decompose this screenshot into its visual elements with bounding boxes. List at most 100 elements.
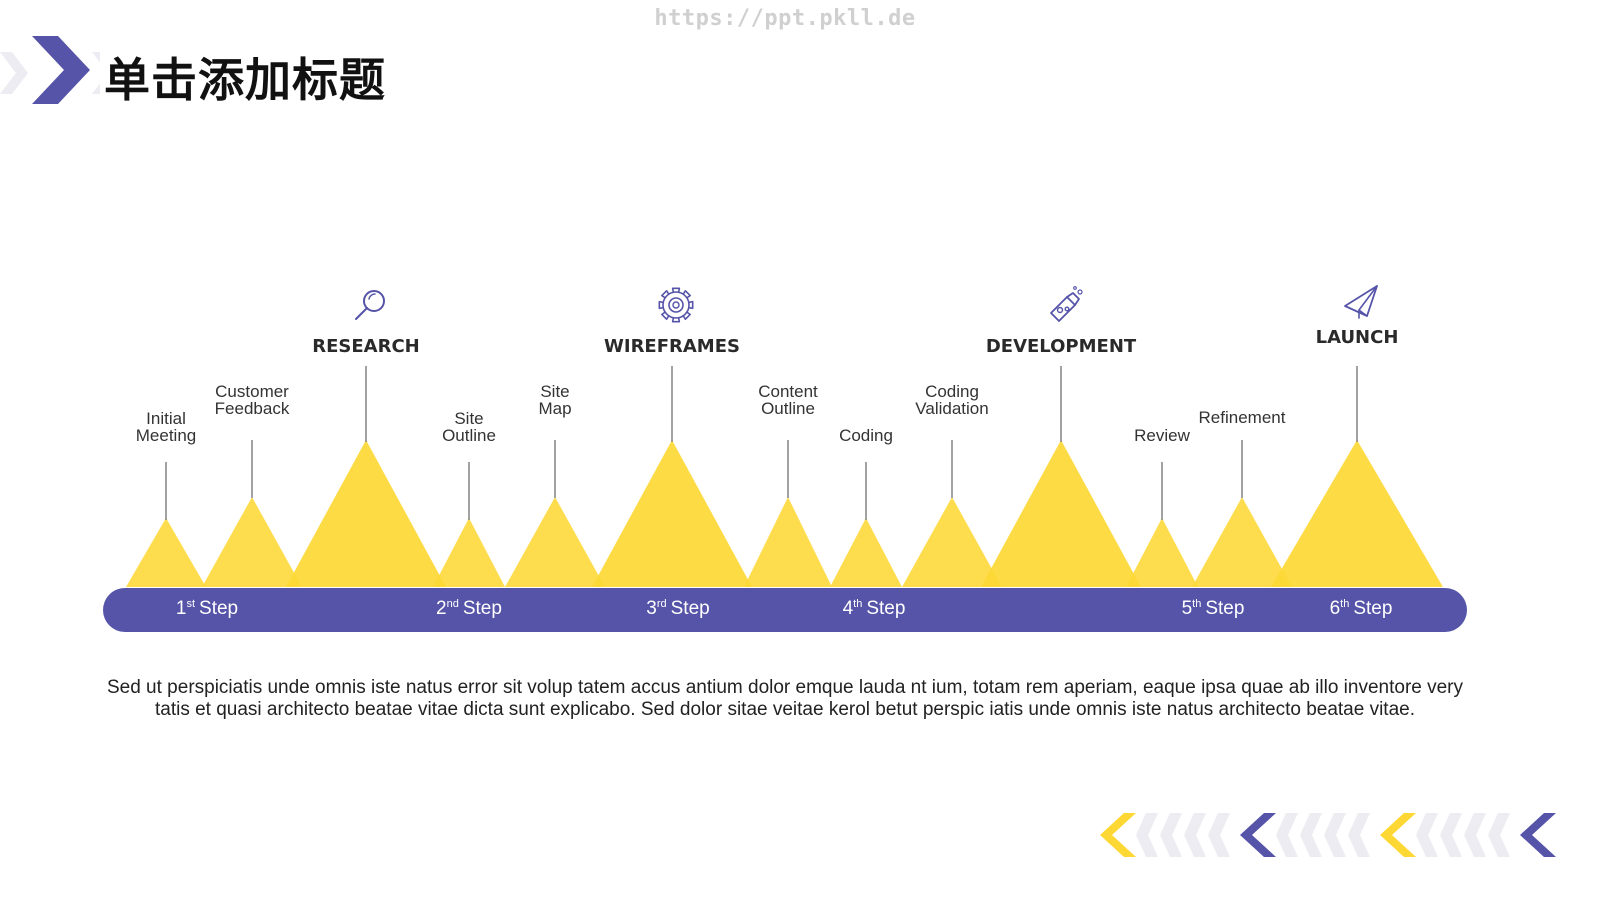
step-ordinal: th <box>1340 598 1349 610</box>
task-label-line: Initial <box>146 409 186 428</box>
step-word: Step <box>199 598 238 619</box>
step-number: 1 <box>176 598 187 619</box>
chevron-shape <box>1136 813 1158 857</box>
chevron-shape <box>1348 813 1370 857</box>
task-label-line: Review <box>1134 426 1190 445</box>
task-label: Site Outline <box>442 409 496 445</box>
step-label: 6th Step <box>1330 598 1393 619</box>
task-mountain <box>202 497 302 587</box>
task-node: Coding Validation <box>915 382 989 498</box>
task-mountain <box>902 497 1002 587</box>
phase-mountain <box>981 440 1141 587</box>
chevron-shape <box>1208 813 1230 857</box>
watermark-url: https://ppt.pkll.de <box>654 6 916 31</box>
step-label: 5th Step <box>1182 598 1245 619</box>
phase-node: DEVELOPMENT <box>986 286 1137 442</box>
step-ordinal: nd <box>447 598 459 610</box>
chevron-shape <box>1488 813 1510 857</box>
task-node: Coding <box>839 426 893 520</box>
step-label: 3rd Step <box>646 598 709 619</box>
step-word: Step <box>866 598 905 619</box>
task-node: Initial Meeting <box>136 409 196 520</box>
phase-node: LAUNCH <box>1316 285 1399 442</box>
task-label: Review <box>1134 426 1190 445</box>
step-ordinal: th <box>853 598 862 610</box>
step-number: 6 <box>1330 598 1341 619</box>
magnifier-icon <box>355 290 385 320</box>
phase-node: RESEARCH <box>312 290 420 442</box>
task-label-line: Site <box>540 382 569 401</box>
gear-icon <box>658 287 694 323</box>
task-label: Site Map <box>538 382 571 418</box>
task-node: Customer Feedback <box>215 382 290 498</box>
paper-plane-icon <box>1344 285 1378 319</box>
chevron-shape <box>1440 813 1462 857</box>
decorative-chevrons-icon <box>1100 813 1556 857</box>
task-label-line: Content <box>758 382 818 401</box>
phase-mountain <box>592 440 752 587</box>
step-number: 2 <box>436 598 447 619</box>
step-number: 5 <box>1182 598 1193 619</box>
chevron-shape <box>1520 813 1556 857</box>
phase-label: DEVELOPMENT <box>986 336 1137 357</box>
task-mountain <box>1126 518 1198 587</box>
task-mountain <box>830 518 902 587</box>
task-mountain <box>433 518 505 587</box>
task-node: Refinement <box>1199 408 1286 498</box>
chevron-shape <box>1160 813 1182 857</box>
description-text: Sed ut perspiciatis unde omnis iste natu… <box>106 677 1464 720</box>
chevron-shape <box>1416 813 1438 857</box>
task-label-line: Meeting <box>136 426 196 445</box>
timeline-bar <box>103 588 1467 632</box>
phase-label: WIREFRAMES <box>604 336 740 357</box>
task-label-line: Outline <box>761 399 815 418</box>
task-label: Initial Meeting <box>136 409 196 445</box>
chevron-shape <box>1380 813 1416 857</box>
task-node: Site Outline <box>442 409 496 520</box>
chevron-shape <box>1464 813 1486 857</box>
task-label-line: Validation <box>915 399 988 418</box>
phase-mountain <box>286 440 446 587</box>
step-label: 1st Step <box>176 598 238 619</box>
chevron-shape <box>1300 813 1322 857</box>
step-word: Step <box>671 598 710 619</box>
step-word: Step <box>1353 598 1392 619</box>
step-number: 3 <box>646 598 657 619</box>
chevron-shape <box>1276 813 1298 857</box>
step-label: 2nd Step <box>436 598 502 619</box>
task-label: Content Outline <box>758 382 818 418</box>
step-number: 4 <box>843 598 854 619</box>
task-label-line: Site <box>454 409 483 428</box>
step-ordinal: th <box>1192 598 1201 610</box>
step-ordinal: rd <box>657 598 667 610</box>
slide-title: 单击添加标题 <box>104 53 386 107</box>
task-label: Refinement <box>1199 408 1286 427</box>
task-label-line: Coding <box>839 426 893 445</box>
task-label-line: Customer <box>215 382 289 401</box>
task-label: Customer Feedback <box>215 382 290 418</box>
chevron-shape <box>1184 813 1206 857</box>
phase-label: LAUNCH <box>1316 327 1399 348</box>
task-mountain <box>744 497 832 587</box>
task-node: Review <box>1134 426 1191 520</box>
task-label: Coding Validation <box>915 382 988 418</box>
step-label: 4th Step <box>843 598 906 619</box>
step-ordinal: st <box>186 598 195 610</box>
phase-mountain <box>1271 440 1443 587</box>
rocket-icon <box>1050 286 1083 322</box>
task-label: Coding <box>839 426 893 445</box>
task-label-line: Refinement <box>1199 408 1286 427</box>
task-mountain <box>1192 497 1292 587</box>
chevron-shape <box>1100 813 1136 857</box>
title-chevron-icon <box>0 36 100 104</box>
task-label-line: Map <box>538 399 571 418</box>
task-node: Site Map <box>538 382 572 498</box>
task-mountain <box>126 518 206 587</box>
task-node: Content Outline <box>758 382 818 498</box>
mountain-group <box>126 440 1443 587</box>
step-word: Step <box>1205 598 1244 619</box>
task-mountain <box>505 497 605 587</box>
step-word: Step <box>463 598 502 619</box>
phase-label: RESEARCH <box>312 336 419 357</box>
